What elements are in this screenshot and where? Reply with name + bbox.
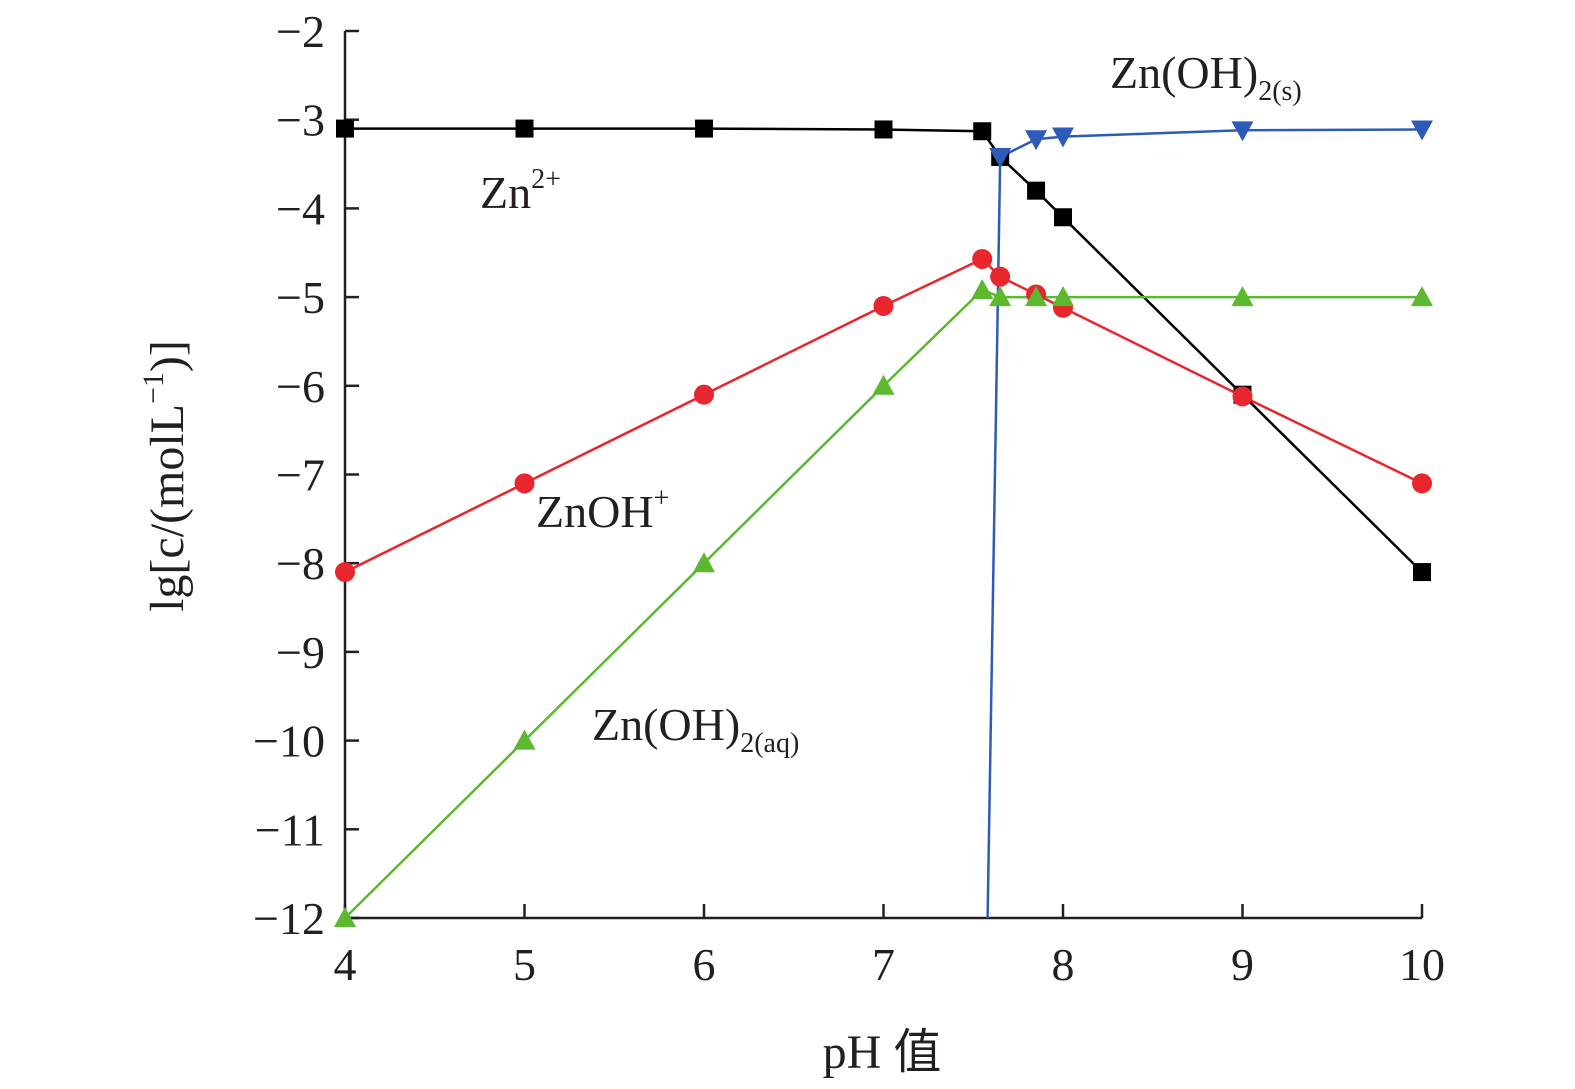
zn2-marker — [1413, 563, 1431, 582]
zn2-marker — [695, 119, 713, 138]
znoh2aq-label: Zn(OH)2(aq) — [592, 699, 799, 759]
zn2-marker — [515, 119, 534, 138]
zn2-marker — [1027, 181, 1046, 200]
y-tick-label: −12 — [253, 893, 325, 944]
x-axis-title: pH 值 — [823, 1026, 942, 1079]
znoh2s-label: Zn(OH)2(s) — [1110, 47, 1302, 107]
znoh2aq-marker — [1411, 286, 1433, 307]
zn2-marker — [1054, 208, 1072, 227]
x-tick-label: 8 — [1052, 939, 1075, 990]
znoh2aq-marker — [334, 907, 356, 927]
x-tick-label: 5 — [513, 939, 536, 990]
y-axis-title: lg[c/(molL−1)] — [137, 340, 194, 612]
znoh2s-marker — [1231, 121, 1254, 142]
znoh-marker — [694, 384, 714, 405]
znoh-line — [344, 257, 1423, 574]
znoh-marker — [514, 473, 535, 494]
x-tick-label: 6 — [693, 939, 716, 990]
znoh2aq-line — [344, 288, 1422, 919]
y-tick-label: −7 — [276, 450, 325, 501]
y-tick-label: −5 — [276, 272, 325, 323]
x-tick-label: 4 — [334, 939, 357, 990]
znoh-marker — [1232, 386, 1253, 407]
znoh-marker — [335, 562, 355, 583]
znoh-label: ZnOH+ — [536, 483, 669, 537]
zn2-marker — [336, 119, 354, 138]
series-markers — [334, 119, 1433, 927]
zn2-label: Zn2+ — [480, 164, 561, 218]
axes: −2 −3 −4 −5 −6 −7 −8 −9 −10 −11 −124 5 6 7 8 9 10 — [253, 6, 1445, 990]
y-tick-label: −3 — [276, 95, 325, 146]
znoh2s-marker — [1411, 120, 1433, 141]
zn2-marker — [874, 120, 893, 139]
znoh2aq-marker — [872, 374, 895, 395]
znoh2aq-marker — [1025, 286, 1048, 307]
znoh2aq-marker — [513, 729, 536, 750]
znoh-marker — [1412, 473, 1432, 494]
znoh-marker — [990, 266, 1011, 287]
y-tick-label: −10 — [253, 716, 325, 767]
zn2-line — [345, 127, 1423, 573]
y-tick-label: −6 — [276, 361, 325, 412]
y-tick-label: −4 — [276, 183, 325, 234]
znoh2aq-marker — [1231, 286, 1254, 307]
znoh-marker — [972, 248, 993, 269]
znoh2aq-marker — [1052, 286, 1074, 307]
x-tick-label: 10 — [1399, 939, 1445, 990]
y-tick-label: −11 — [255, 804, 325, 855]
y-tick-label: −2 — [276, 6, 325, 57]
y-tick-label: −9 — [276, 627, 325, 678]
y-tick-label: −8 — [276, 538, 325, 589]
znoh-marker — [873, 295, 894, 316]
zn2-marker — [973, 122, 992, 141]
znoh2s-marker — [1052, 127, 1074, 148]
series-lines — [344, 127, 1423, 919]
x-tick-label: 9 — [1231, 939, 1254, 990]
x-tick-label: 7 — [872, 939, 895, 990]
znoh2aq-marker — [971, 279, 994, 300]
znoh2aq-marker — [693, 552, 715, 573]
znoh2s-marker — [1025, 130, 1048, 151]
series-labels: Zn2+ ZnOH+ Zn(OH)2(aq) Zn(OH)2(s) — [480, 47, 1302, 759]
znoh2aq-marker — [989, 286, 1012, 307]
znoh2s-marker — [989, 147, 1012, 168]
znoh2s-line — [986, 128, 1423, 919]
